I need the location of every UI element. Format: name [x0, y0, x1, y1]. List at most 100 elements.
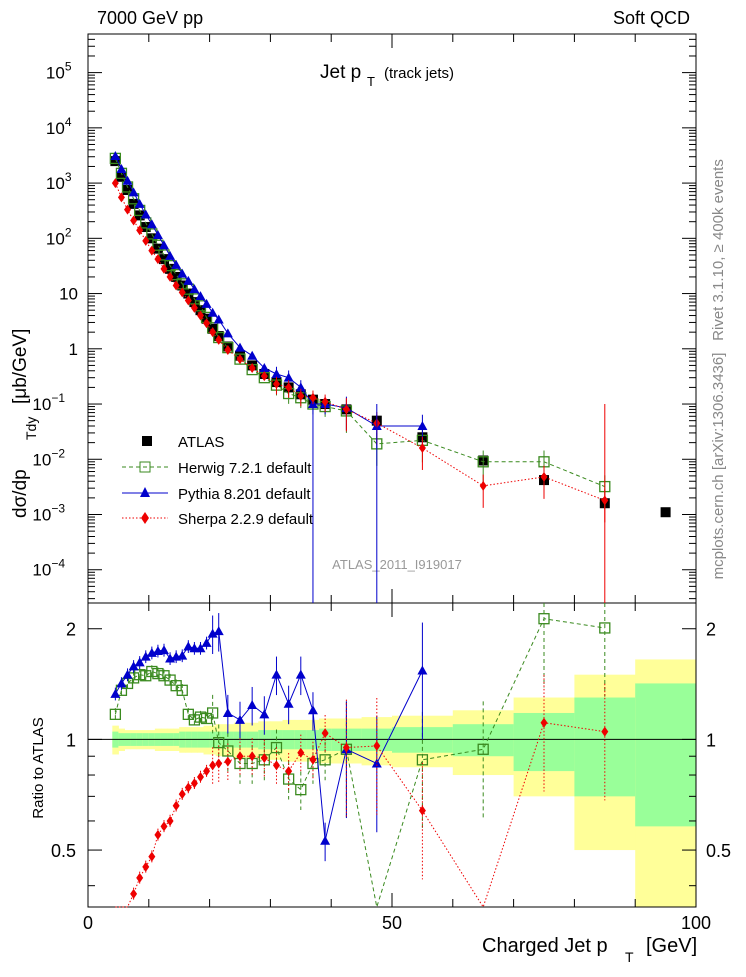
- ratio-point-sherpa: [215, 758, 223, 769]
- ratio-point-sherpa: [342, 742, 350, 753]
- data-point-sherpa: [160, 263, 168, 274]
- x-label-units: [GeV]: [646, 935, 697, 957]
- data-point-pythia: [177, 268, 188, 278]
- data-point-pythia: [295, 382, 306, 392]
- ratio-point-sherpa: [166, 815, 174, 826]
- ratio-point-pythia: [116, 678, 127, 688]
- ratio-point-pythia: [183, 641, 194, 651]
- data-point-pythia: [128, 187, 139, 197]
- main-series-group: [109, 150, 671, 603]
- data-point-herwig: [477, 456, 489, 468]
- main-y-tick-label: 10: [59, 285, 78, 304]
- ratio-point-herwig: [146, 665, 158, 678]
- ratio-point-sherpa: [148, 851, 156, 862]
- main-title-suffix: (track jets): [384, 65, 454, 82]
- ratio-point-sherpa: [248, 751, 256, 762]
- legend: ATLAS Herwig 7.2.1 default Pythia 8.201 …: [122, 434, 314, 528]
- ratio-y-tick-label-left: 2: [66, 620, 76, 640]
- ratio-point-herwig: [270, 741, 283, 754]
- ratio-point-pythia: [177, 650, 188, 660]
- header-left: 7000 GeV pp: [97, 8, 203, 28]
- ratio-point-herwig: [599, 622, 611, 634]
- ratio-point-sherpa: [373, 740, 381, 751]
- series-pythia: [110, 150, 428, 448]
- ratio-x-tick-label: 50: [382, 913, 402, 933]
- data-point-atlas: [140, 222, 151, 233]
- ratio-point-sherpa: [154, 829, 162, 840]
- series-herwig: [109, 152, 611, 509]
- data-point-pythia: [116, 163, 127, 173]
- ratio-point-pythia: [110, 688, 121, 698]
- ratio-point-herwig: [140, 670, 152, 682]
- analysis-watermark: ATLAS_2011_I919017: [332, 557, 462, 572]
- ratio-point-sherpa: [418, 805, 426, 816]
- data-point-sherpa: [148, 245, 156, 256]
- main-y-tick-label: 10−4: [32, 557, 65, 580]
- data-point-sherpa: [130, 215, 138, 226]
- data-point-sherpa: [142, 235, 150, 246]
- data-point-sherpa: [342, 404, 350, 415]
- ratio-point-pythia: [213, 626, 224, 636]
- ratio-point-sherpa: [172, 800, 180, 811]
- legend-marker-sherpa: [141, 512, 149, 524]
- ratio-point-herwig: [477, 743, 489, 755]
- ratio-point-pythia: [417, 665, 428, 675]
- data-point-sherpa: [272, 379, 280, 390]
- main-y-tick-label: 102: [46, 225, 72, 248]
- legend-label-sherpa: Sherpa 2.2.9 default: [178, 511, 314, 528]
- data-point-sherpa: [418, 442, 426, 453]
- data-point-sherpa: [209, 327, 217, 338]
- ratio-point-pythia: [122, 669, 133, 679]
- data-point-pythia: [159, 240, 169, 250]
- ratio-point-pythia: [207, 628, 218, 638]
- legend-label-atlas: ATLAS: [178, 434, 224, 451]
- ratio-point-sherpa: [209, 760, 217, 771]
- ratio-point-herwig: [188, 714, 201, 726]
- main-title-text: Jet p: [320, 62, 361, 83]
- data-point-pythia: [189, 284, 200, 294]
- ratio-point-pythia: [195, 643, 206, 653]
- ratio-point-sherpa: [236, 751, 244, 762]
- data-point-atlas: [110, 156, 121, 167]
- ratio-point-pythia: [134, 657, 145, 667]
- ratio-point-pythia: [283, 698, 294, 708]
- legend-marker-atlas: [142, 436, 152, 446]
- ratio-point-sherpa: [196, 772, 204, 783]
- ratio-point-herwig: [319, 754, 331, 766]
- data-point-pythia: [183, 275, 194, 285]
- data-point-atlas: [171, 271, 182, 282]
- data-point-pythia: [110, 150, 121, 160]
- data-point-pythia: [171, 259, 182, 269]
- ratio-point-sherpa: [601, 726, 609, 737]
- data-point-sherpa: [479, 480, 487, 491]
- ratio-point-pythia: [271, 669, 282, 679]
- ratio-point-sherpa: [160, 821, 168, 832]
- ratio-point-pythia: [140, 651, 151, 661]
- main-y-tick-label: 10−1: [32, 391, 65, 414]
- data-point-pythia: [417, 421, 428, 431]
- series-line-sherpa: [114, 182, 605, 501]
- data-point-sherpa: [172, 280, 180, 291]
- data-point-sherpa: [309, 392, 317, 403]
- data-point-pythia: [283, 372, 294, 382]
- ratio-point-sherpa: [178, 789, 186, 800]
- data-point-pythia: [222, 328, 233, 338]
- data-point-sherpa: [196, 310, 204, 321]
- main-title-subscript: T: [367, 74, 375, 89]
- data-point-pythia: [247, 350, 258, 360]
- ratio-point-herwig: [134, 669, 146, 681]
- ratio-line-herwig: [114, 618, 605, 908]
- ratio-point-herwig: [158, 670, 170, 682]
- data-point-sherpa: [190, 302, 198, 313]
- data-point-herwig: [538, 456, 550, 468]
- data-point-sherpa: [117, 192, 125, 203]
- data-point-pythia: [134, 198, 145, 208]
- ratio-point-sherpa: [136, 872, 144, 883]
- ratio-point-pythia: [201, 637, 212, 647]
- data-point-pythia: [146, 219, 157, 229]
- x-label-subscript: T: [625, 949, 634, 965]
- main-y-label-subscript: Tdy: [23, 417, 39, 440]
- ratio-point-herwig: [295, 783, 307, 796]
- ratio-point-sherpa: [285, 766, 293, 777]
- ratio-point-pythia: [320, 835, 331, 845]
